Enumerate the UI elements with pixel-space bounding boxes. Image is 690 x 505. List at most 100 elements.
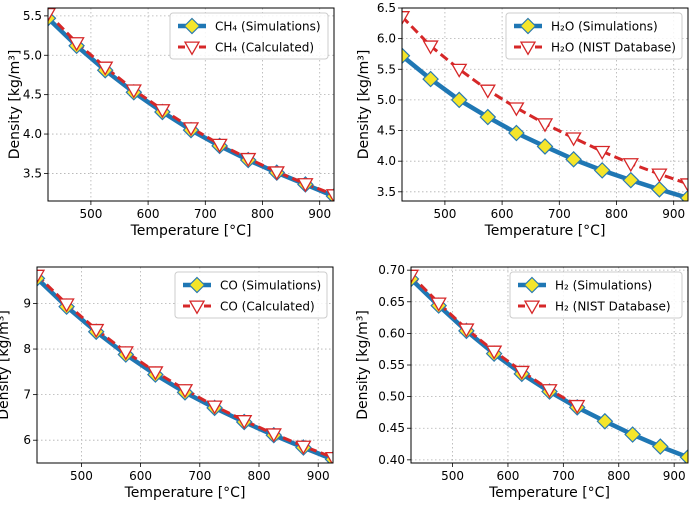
x-tick-label: 800 xyxy=(607,469,630,483)
x-tick-label: 500 xyxy=(79,207,102,221)
x-tick-label: 900 xyxy=(308,207,331,221)
x-tick-label: 600 xyxy=(137,207,160,221)
legend-label: CO (Calculated) xyxy=(220,300,315,314)
y-tick-label: 0.55 xyxy=(378,358,405,372)
reference-marker xyxy=(325,189,334,201)
simulation-marker xyxy=(679,189,688,201)
y-tick-label: 3.5 xyxy=(23,166,42,180)
legend-item: CH₄ (Simulations) xyxy=(178,17,321,35)
y-tick-label: 5.0 xyxy=(23,48,42,62)
reference-marker xyxy=(422,40,439,55)
x-tick-label: 600 xyxy=(496,469,519,483)
x-tick-label: 800 xyxy=(605,207,628,221)
reference-marker xyxy=(154,104,171,119)
reference-marker xyxy=(88,323,105,339)
x-tick-label: 900 xyxy=(307,469,330,483)
legend-label: CH₄ (Simulations) xyxy=(215,20,321,34)
reference-marker xyxy=(458,323,475,338)
reference-marker xyxy=(236,415,253,430)
reference-marker xyxy=(176,384,194,399)
legend-item: CH₄ (Calculated) xyxy=(178,41,314,56)
legend-marker xyxy=(183,41,201,56)
y-tick-label: 0.60 xyxy=(378,326,405,340)
x-tick-label: 500 xyxy=(70,469,93,483)
reference-marker xyxy=(430,297,447,312)
plot-area xyxy=(411,269,688,463)
y-tick-label: 6.0 xyxy=(377,32,396,46)
x-tick-label: 600 xyxy=(129,469,152,483)
legend-label: H₂O (NIST Database) xyxy=(551,41,676,55)
x-tick-label: 700 xyxy=(552,469,575,483)
simulation-marker xyxy=(593,162,611,179)
x-tick-label: 600 xyxy=(491,207,514,221)
y-tick-label: 7 xyxy=(23,388,31,402)
legend-item: CO (Calculated) xyxy=(183,300,315,315)
y-tick-label: 4.5 xyxy=(23,88,42,102)
legend-item: CO (Simulations) xyxy=(183,276,321,294)
reference-marker xyxy=(569,399,586,415)
reference-line-co xyxy=(37,274,333,459)
y-tick-label: 0.40 xyxy=(378,453,405,467)
legend-marker xyxy=(183,17,201,35)
reference-marker xyxy=(147,366,164,381)
reference-marker xyxy=(411,269,420,284)
reference-marker xyxy=(48,8,57,23)
y-tick-label: 5.5 xyxy=(377,62,396,76)
plot-area xyxy=(48,8,334,201)
y-tick-label: 6.5 xyxy=(377,1,396,15)
x-axis-label: Temperature [°C] xyxy=(130,223,252,239)
reference-marker xyxy=(68,37,85,52)
x-axis-label: Temperature [°C] xyxy=(124,485,246,501)
y-tick-label: 0.65 xyxy=(378,295,405,309)
x-tick-label: 500 xyxy=(433,207,456,221)
legend-marker xyxy=(519,41,537,56)
x-axis-label: Temperature [°C] xyxy=(484,223,606,239)
legend-item: H₂ (Simulations) xyxy=(518,276,652,294)
y-tick-label: 5.5 xyxy=(23,9,42,23)
axes-frame xyxy=(36,266,334,464)
simulation-marker xyxy=(565,150,582,168)
reference-marker xyxy=(240,152,257,168)
y-axis-label: Density [kg/m³] xyxy=(356,50,372,160)
x-tick-label: 900 xyxy=(662,207,685,221)
legend-label: H₂ (Simulations) xyxy=(555,279,652,293)
reference-marker xyxy=(268,166,285,181)
simulation-marker xyxy=(402,47,411,65)
x-tick-label: 800 xyxy=(251,207,274,221)
legend: CO (Simulations) CO (Calculated) xyxy=(174,271,328,319)
reference-marker xyxy=(182,122,200,137)
legend-item: H₂O (NIST Database) xyxy=(514,41,676,56)
reference-marker xyxy=(117,346,134,361)
reference-marker xyxy=(536,118,554,133)
legend-marker xyxy=(523,276,541,294)
x-tick-label: 900 xyxy=(663,469,686,483)
legend: H₂ (Simulations) H₂ (NIST Database) xyxy=(509,271,683,319)
reference-marker xyxy=(651,168,668,183)
panel-h2: 500 600 700 800 900 0.40 0.45 0.50 0.55 0.60 0.65 0… xyxy=(355,263,689,501)
simulation-marker xyxy=(624,426,641,443)
simulation-marker xyxy=(508,124,525,142)
legend-label: CH₄ (Calculated) xyxy=(215,41,314,55)
x-tick-label: 700 xyxy=(194,207,217,221)
y-tick-label: 0.50 xyxy=(378,390,405,404)
y-tick-label: 4.5 xyxy=(377,124,396,138)
y-tick-label: 3.5 xyxy=(377,185,396,199)
reference-marker xyxy=(508,102,525,117)
y-tick-label: 9 xyxy=(23,296,31,310)
legend: H₂O (Simulations) H₂O (NIST Database) xyxy=(505,12,683,60)
y-axis-label: Density [kg/m³] xyxy=(0,310,12,420)
legend-item: H₂ (NIST Database) xyxy=(518,300,671,315)
simulation-marker xyxy=(651,181,668,198)
x-tick-label: 500 xyxy=(441,469,464,483)
reference-marker xyxy=(97,61,114,76)
reference-marker xyxy=(622,158,639,173)
legend-item: H₂O (Simulations) xyxy=(514,17,658,35)
x-tick-label: 800 xyxy=(248,469,271,483)
simulation-marker xyxy=(422,70,439,88)
y-axis-label: Density [kg/m³] xyxy=(7,50,23,160)
simulation-marker xyxy=(450,91,468,109)
reference-marker xyxy=(402,11,411,26)
legend: CH₄ (Simulations) CH₄ (Calculated) xyxy=(169,12,329,60)
reference-marker xyxy=(451,63,468,78)
